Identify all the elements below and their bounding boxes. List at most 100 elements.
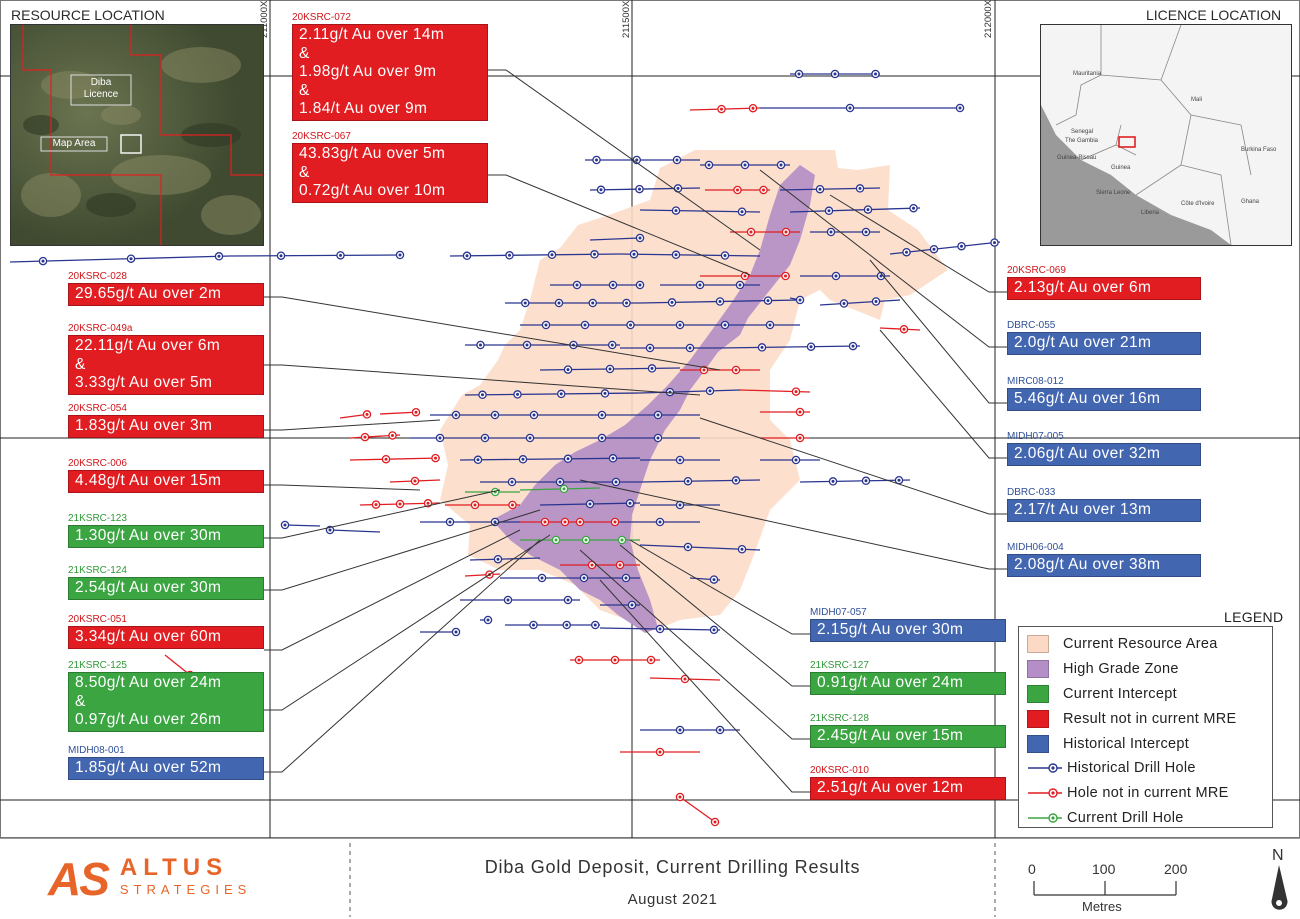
legend-swatch xyxy=(1028,788,1062,798)
historical-drill-hole xyxy=(790,69,880,79)
callout-box: 2.17/t Au over 13m xyxy=(1007,499,1201,522)
legend-item: Hole not in current MRE xyxy=(1027,781,1264,806)
historical-drill-hole xyxy=(480,477,640,487)
historical-drill-hole xyxy=(460,595,580,605)
callout-20ksrc-010: 20KSRC-010 2.51g/t Au over 12m xyxy=(810,765,1006,800)
callout-hole-id: 20KSRC-010 xyxy=(810,765,869,776)
callout-hole-id: 21KSRC-123 xyxy=(68,513,127,524)
legend-item: High Grade Zone xyxy=(1027,657,1264,682)
callout-21ksrc-125: 21KSRC-125 8.50g/t Au over 24m & 0.97g/t Au… xyxy=(68,660,264,732)
callout-box: 4.48g/t Au over 15m xyxy=(68,470,264,493)
historical-drill-hole xyxy=(600,600,640,610)
hole-not-in-mre xyxy=(560,560,640,570)
historical-drill-hole xyxy=(619,249,761,260)
north-label: N xyxy=(1272,847,1284,864)
leader-line xyxy=(619,544,810,687)
legend-swatch xyxy=(1028,813,1062,823)
leader-line xyxy=(579,479,1007,570)
callout-intercept: 0.97g/t Au over 26m xyxy=(75,711,222,728)
leader-line xyxy=(579,549,810,740)
callout-intercept: 2.06g/t Au over 32m xyxy=(1014,445,1161,462)
historical-drill-hole xyxy=(449,250,621,261)
leader-line xyxy=(264,529,521,651)
hole-not-in-mre xyxy=(739,387,811,396)
callout-20ksrc-028: 20KSRC-028 29.65g/t Au over 2m xyxy=(68,271,264,306)
callout-21ksrc-123: 21KSRC-123 1.30g/t Au over 30m xyxy=(68,513,264,548)
country-guinea-bissau: Guinea-Bissau xyxy=(1057,155,1097,161)
country-ghana: Ghana xyxy=(1241,199,1260,205)
callout-20ksrc-006: 20KSRC-006 4.48g/t Au over 15m xyxy=(68,458,264,493)
historical-drill-hole xyxy=(810,227,880,237)
country-mali: Mali xyxy=(1191,97,1203,103)
hole-not-in-mre xyxy=(760,433,810,443)
map-title: Diba Gold Deposit, Current Drilling Resu… xyxy=(484,857,861,877)
leader-line xyxy=(264,534,551,711)
resource-location-inset: Diba Licence Map Area xyxy=(10,24,264,246)
callout-intercept: 2.13g/t Au over 6m xyxy=(1014,279,1152,296)
legend-item: Current Drill Hole xyxy=(1027,806,1264,831)
legend-title: LEGEND xyxy=(1224,609,1284,625)
legend-label: Current Drill Hole xyxy=(1067,809,1184,826)
callout-intercept: 1.84/t Au over 9m xyxy=(299,100,428,117)
callout-ampersand: & xyxy=(299,81,310,99)
historical-drill-hole xyxy=(589,184,701,195)
legend-item: Historical Intercept xyxy=(1027,731,1264,756)
hole-not-in-mre xyxy=(520,517,620,527)
historical-drill-hole xyxy=(719,341,861,352)
callout-box: 2.11g/t Au over 14m & 1.98g/t Au over 9m & 1… xyxy=(292,24,488,121)
historical-drill-hole xyxy=(640,455,720,465)
historical-drill-hole xyxy=(889,238,1001,257)
callout-box: 1.85g/t Au over 52m xyxy=(68,757,264,780)
callout-box: 3.34g/t Au over 60m xyxy=(68,626,264,649)
country-cote-divoire: Côte d'Ivoire xyxy=(1181,201,1215,207)
callout-intercept: 2.17/t Au over 13m xyxy=(1014,501,1152,518)
leader-line xyxy=(699,417,1007,515)
legend-label: Historical Drill Hole xyxy=(1067,760,1196,777)
footer: AS ALTUS STRATEGIES Diba Gold Deposit, C… xyxy=(0,838,1300,919)
callout-box: 22.11g/t Au over 6m & 3.33g/t Au over 5m xyxy=(68,335,264,395)
logo-word-altus: ALTUS xyxy=(119,854,229,881)
historical-drill-hole xyxy=(660,280,760,290)
callout-hole-id: MIDH07-057 xyxy=(810,607,867,618)
callout-box: 8.50g/t Au over 24m & 0.97g/t Au over 26m xyxy=(68,672,264,732)
legend-swatch xyxy=(1027,709,1049,728)
callout-20ksrc-049a: 20KSRC-049a 22.11g/t Au over 6m & 3.33g/t A… xyxy=(68,323,264,395)
callout-box: 1.30g/t Au over 30m xyxy=(68,525,264,548)
callout-mirc08-012: MIRC08-012 5.46g/t Au over 16m xyxy=(1007,376,1201,411)
historical-drill-hole xyxy=(779,184,881,194)
callout-intercept: 5.46g/t Au over 16m xyxy=(1014,390,1161,407)
hole-not-in-mre xyxy=(879,324,921,334)
historical-drill-hole xyxy=(539,498,641,509)
callout-intercept: 0.91g/t Au over 24m xyxy=(817,674,964,691)
historical-drill-hole xyxy=(639,476,761,486)
historical-drill-hole xyxy=(700,160,790,170)
country-guinea: Guinea xyxy=(1111,165,1131,171)
callout-hole-id: 20KSRC-049a xyxy=(68,323,133,334)
drill-holes xyxy=(9,69,1001,827)
callout-20ksrc-051: 20KSRC-051 3.34g/t Au over 60m xyxy=(68,614,264,649)
callout-intercept: 1.98g/t Au over 9m xyxy=(299,63,437,80)
scale-tick-100: 100 xyxy=(1092,861,1116,877)
callout-intercept: 2.08g/t Au over 38m xyxy=(1014,556,1161,573)
hole-not-in-mre xyxy=(689,103,761,114)
legend-label: Historical Intercept xyxy=(1063,735,1190,752)
hole-not-in-mre xyxy=(445,500,520,510)
callout-box: 5.46g/t Au over 16m xyxy=(1007,388,1201,411)
licence-location-inset: Mauritania Mali Senegal The Gambia Guine… xyxy=(1040,24,1292,246)
legend-swatch xyxy=(1027,734,1049,753)
historical-drill-hole xyxy=(819,297,901,308)
historical-drill-hole xyxy=(760,103,965,113)
callout-intercept: 2.51g/t Au over 12m xyxy=(817,779,964,796)
hole-not-in-mre xyxy=(570,655,660,665)
historical-drill-hole xyxy=(639,206,761,216)
hole-not-in-mre xyxy=(379,407,421,417)
callout-20ksrc-069: 20KSRC-069 2.13g/t Au over 6m xyxy=(1007,265,1201,300)
historical-drill-hole xyxy=(560,410,700,420)
callout-midh07-005: MIDH07-005 2.06g/t Au over 32m xyxy=(1007,431,1201,466)
historical-drill-hole xyxy=(410,433,560,443)
historical-drill-hole xyxy=(229,250,405,260)
historical-drill-hole xyxy=(465,340,620,350)
logo-letters: AS xyxy=(48,853,110,905)
callout-hole-id: DBRC-033 xyxy=(1007,487,1056,498)
callout-hole-id: MIRC08-012 xyxy=(1007,376,1064,387)
